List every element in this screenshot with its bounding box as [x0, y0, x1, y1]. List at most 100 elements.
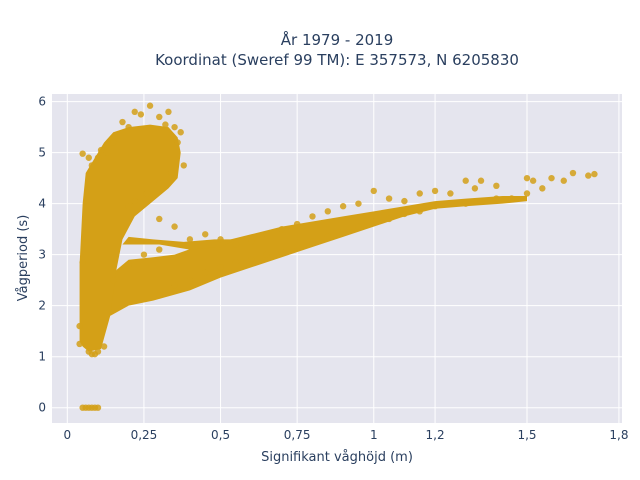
data-point: [100, 343, 108, 350]
data-point: [140, 251, 148, 258]
data-point: [217, 236, 224, 243]
data-point: [119, 118, 126, 126]
data-point: [171, 123, 178, 131]
data-point: [447, 200, 454, 207]
data-point: [82, 312, 89, 320]
data-point: [339, 203, 347, 210]
data-point: [477, 197, 485, 205]
data-point: [125, 203, 132, 210]
data-point: [416, 190, 423, 197]
y-tick-label: 2: [38, 299, 46, 313]
data-point: [355, 200, 362, 207]
data-point: [309, 213, 316, 220]
data-point: [232, 259, 240, 266]
data-point: [186, 276, 194, 284]
data-point: [88, 162, 96, 169]
data-point: [355, 223, 362, 230]
data-point: [232, 241, 240, 248]
y-tick-label: 6: [38, 95, 46, 109]
data-point: [125, 123, 132, 131]
data-point: [94, 154, 102, 161]
data-point: [85, 154, 92, 161]
data-point: [278, 248, 286, 256]
data-point: [165, 108, 172, 116]
data-point: [447, 190, 454, 197]
y-tick-label: 5: [38, 146, 46, 160]
data-point: [162, 121, 169, 128]
chart-subtitle: Koordinat (Sweref 99 TM): E 357573, N 62…: [155, 51, 519, 69]
dense-point-region: [79, 124, 181, 352]
data-point: [585, 172, 592, 179]
data-point: [324, 233, 332, 241]
data-point: [174, 139, 181, 146]
data-point: [97, 146, 105, 154]
data-point: [217, 264, 224, 271]
data-point: [202, 269, 209, 276]
data-point: [79, 150, 86, 157]
data-point: [293, 243, 301, 251]
data-point: [370, 218, 377, 225]
data-point: [125, 261, 132, 269]
y-tick-label: 4: [38, 197, 46, 211]
x-tick-label: 1: [370, 428, 378, 442]
data-point: [156, 113, 163, 121]
data-point: [263, 251, 270, 258]
data-point: [416, 208, 423, 215]
data-point: [523, 190, 531, 197]
data-point: [131, 197, 138, 205]
data-point: [156, 292, 163, 299]
data-point: [110, 139, 117, 146]
data-point: [431, 203, 439, 210]
data-point: [76, 322, 83, 330]
data-point: [156, 215, 163, 223]
data-point: [168, 169, 175, 177]
data-point: [293, 220, 301, 228]
data-point: [137, 111, 145, 118]
data-point: [508, 195, 515, 202]
data-point: [177, 129, 184, 136]
x-tick-label: 0,25: [131, 428, 158, 442]
data-point: [462, 200, 469, 207]
data-point: [548, 174, 555, 182]
data-point: [94, 404, 102, 411]
data-point: [539, 185, 546, 192]
data-point: [156, 246, 163, 253]
data-point: [110, 276, 117, 284]
x-tick-label: 0: [64, 428, 72, 442]
dense-point-region: [122, 236, 236, 250]
data-point: [171, 223, 178, 230]
x-tick-label: 1,8: [609, 428, 628, 442]
data-point: [529, 177, 537, 184]
data-point: [560, 177, 567, 184]
data-point: [370, 187, 377, 195]
data-point: [143, 190, 151, 197]
data-point: [523, 174, 531, 182]
data-point: [76, 340, 83, 348]
data-point: [385, 195, 393, 202]
x-tick-label: 0,5: [211, 428, 230, 442]
data-point: [202, 231, 209, 238]
data-point: [171, 282, 178, 289]
dense-point-cloud: [79, 124, 528, 352]
data-point: [309, 238, 316, 246]
data-point: [146, 102, 154, 109]
x-tick-label: 1,5: [517, 428, 536, 442]
data-point: [103, 149, 111, 156]
data-point: [569, 169, 577, 177]
data-points: [76, 102, 598, 411]
y-tick-label: 1: [38, 350, 46, 364]
data-point: [263, 231, 270, 238]
y-tick-labels: 0 1 2 3 4 5 6: [38, 95, 46, 415]
data-point: [339, 228, 347, 235]
data-point: [94, 348, 102, 355]
data-point: [493, 195, 500, 202]
x-tick-label: 1,2: [426, 428, 445, 442]
data-point: [471, 185, 479, 192]
x-tick-label: 0,75: [284, 428, 311, 442]
data-point: [180, 162, 187, 169]
x-axis-label: Signifikant våghöjd (m): [261, 450, 413, 465]
x-tick-labels: 0 0,25 0,5 0,75 1 1,2 1,5 1,8: [64, 428, 629, 442]
data-point: [431, 187, 439, 195]
data-point: [247, 256, 255, 263]
